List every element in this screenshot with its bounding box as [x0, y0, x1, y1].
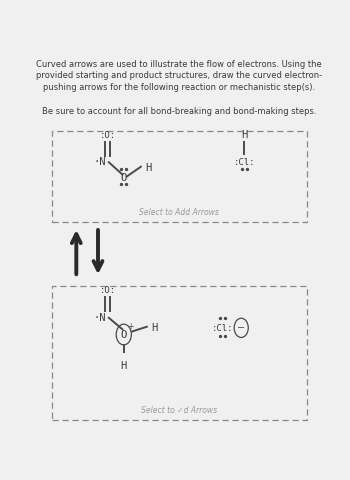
- Text: H: H: [241, 130, 247, 140]
- Text: ·N: ·N: [94, 312, 106, 322]
- Text: H: H: [146, 163, 152, 173]
- Text: H: H: [121, 360, 127, 370]
- Text: O: O: [121, 330, 127, 340]
- Text: Select to Add Arrows: Select to Add Arrows: [139, 207, 219, 216]
- Text: O: O: [121, 173, 127, 183]
- Text: :Cl:: :Cl:: [212, 324, 233, 333]
- Text: :Cl:: :Cl:: [234, 157, 255, 166]
- Text: −: −: [237, 323, 245, 333]
- Text: :O:: :O:: [99, 130, 116, 139]
- Text: +: +: [128, 322, 134, 330]
- Text: :O:: :O:: [99, 286, 116, 295]
- Text: H: H: [152, 323, 158, 332]
- Text: Select to ✓d Arrows: Select to ✓d Arrows: [141, 406, 217, 415]
- Text: ·N: ·N: [94, 157, 106, 167]
- Text: Curved arrows are used to illustrate the flow of electrons. Using the
provided s: Curved arrows are used to illustrate the…: [36, 60, 322, 116]
